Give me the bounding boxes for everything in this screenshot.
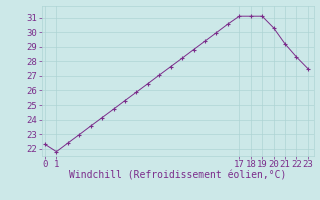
X-axis label: Windchill (Refroidissement éolien,°C): Windchill (Refroidissement éolien,°C) xyxy=(69,171,286,181)
